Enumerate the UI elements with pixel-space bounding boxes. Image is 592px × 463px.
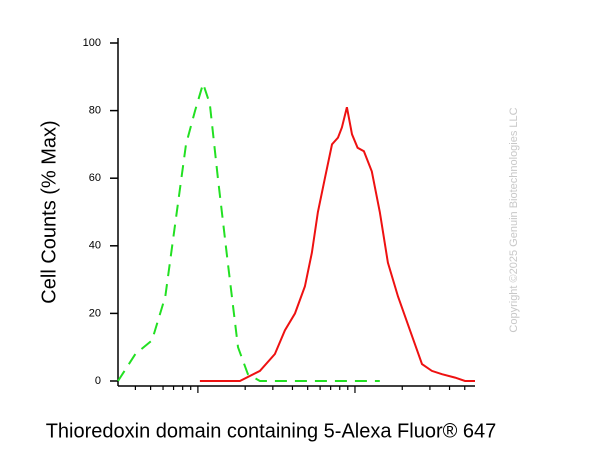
y-tick-label: 100 — [83, 37, 101, 49]
y-tick-label: 20 — [89, 307, 101, 319]
histogram-line — [117, 80, 380, 382]
y-tick-label: 80 — [89, 105, 101, 117]
x-axis-label: Thioredoxin domain containing 5-Alexa Fl… — [46, 420, 497, 442]
y-tick-label: 60 — [89, 172, 101, 184]
watermark: Copyright ©2025 Genuin Biotechnologies L… — [508, 107, 520, 332]
y-axis-label: Cell Counts (% Max) — [38, 120, 60, 303]
y-tick-label: 0 — [95, 375, 101, 387]
histogram-line — [199, 106, 475, 382]
y-tick-label: 40 — [89, 240, 101, 252]
